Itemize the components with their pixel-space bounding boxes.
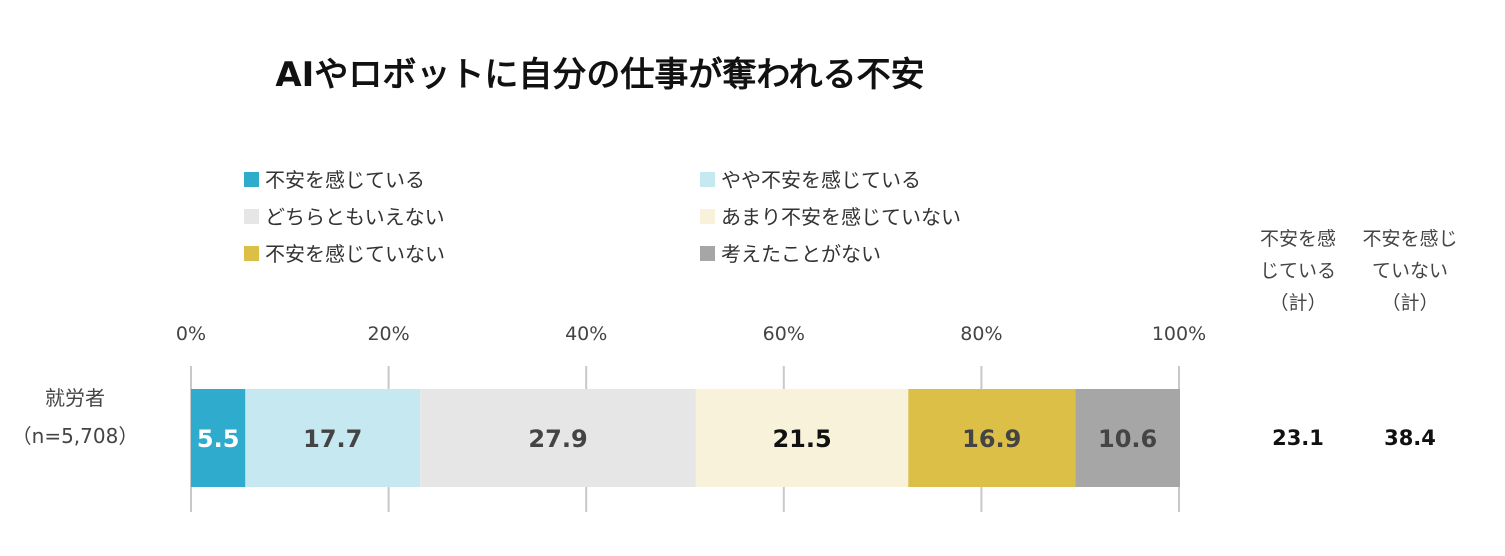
x-tick-label: 60%	[763, 323, 805, 345]
data-label: 27.9	[528, 425, 587, 453]
category-label: 就労者	[45, 386, 105, 410]
totals-header: じている	[1260, 260, 1336, 282]
legend-swatch	[244, 246, 259, 261]
totals-header: ていない	[1372, 260, 1448, 282]
bar-segment	[245, 389, 421, 487]
data-label: 5.5	[197, 425, 240, 453]
legend-label: どちらともいえない	[265, 205, 445, 229]
legend-label: やや不安を感じている	[721, 168, 921, 192]
totals-header: （計）	[1381, 292, 1438, 314]
bar-segment	[1075, 389, 1180, 487]
bar-segment	[191, 389, 246, 487]
legend-swatch	[244, 209, 259, 224]
chart-title: AIやロボットに自分の仕事が奪われる不安	[275, 55, 924, 95]
bar-segment	[695, 389, 909, 487]
legend-label: あまり不安を感じていない	[721, 205, 961, 229]
x-tick-label: 20%	[367, 323, 409, 345]
legend-label: 考えたことがない	[721, 242, 881, 266]
legend-label: 不安を感じていない	[265, 242, 445, 266]
totals-value: 23.1	[1272, 426, 1324, 450]
bar-segment	[420, 389, 696, 487]
data-label: 16.9	[962, 425, 1021, 453]
data-label: 17.7	[303, 425, 362, 453]
legend-swatch	[700, 246, 715, 261]
totals-header: 不安を感	[1260, 228, 1336, 250]
totals-value: 38.4	[1384, 426, 1436, 450]
totals-header: 不安を感じ	[1362, 228, 1457, 250]
x-tick-label: 80%	[960, 323, 1002, 345]
legend-swatch	[700, 172, 715, 187]
totals-header: （計）	[1269, 292, 1326, 314]
data-label: 10.6	[1098, 425, 1157, 453]
x-tick-label: 40%	[565, 323, 607, 345]
legend-label: 不安を感じている	[265, 168, 425, 192]
bar-segment	[908, 389, 1076, 487]
legend-swatch	[244, 172, 259, 187]
x-tick-label: 100%	[1152, 323, 1206, 345]
legend-swatch	[700, 209, 715, 224]
x-tick-label: 0%	[176, 323, 206, 345]
category-label: （n=5,708）	[12, 424, 139, 448]
data-label: 21.5	[772, 425, 831, 453]
